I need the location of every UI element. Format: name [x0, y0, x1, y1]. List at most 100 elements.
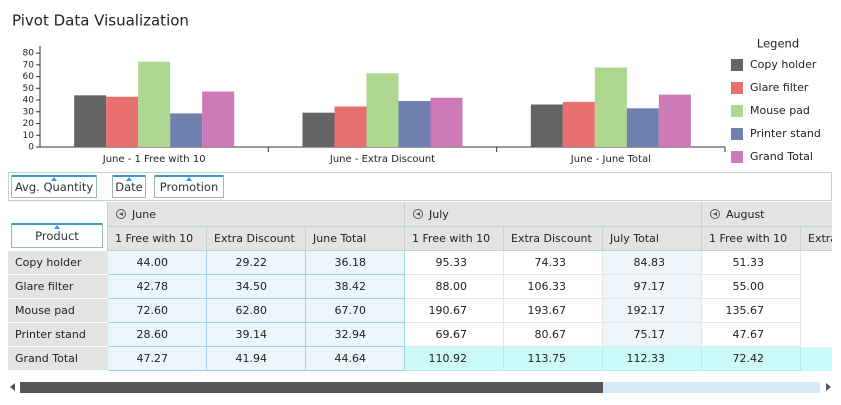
- row-field-button[interactable]: Product: [11, 223, 103, 248]
- legend-label: Mouse pad: [750, 104, 810, 117]
- data-cell: 41.94: [207, 347, 306, 371]
- column-header: Extra: [801, 227, 832, 251]
- bar: [334, 106, 367, 147]
- bar: [74, 95, 107, 147]
- filter-button[interactable]: Date: [112, 175, 146, 198]
- row-header: Copy holder: [8, 251, 108, 275]
- row-header: Grand Total: [8, 347, 108, 371]
- data-cell: 112.33: [603, 347, 702, 371]
- bar: [530, 104, 563, 147]
- data-cell: 62.80: [207, 299, 306, 323]
- data-cell: 67.70: [306, 299, 405, 323]
- legend-label: Glare filter: [750, 81, 809, 94]
- pivot-grid: Product June 1 Free with 10 Extra Discount J…: [8, 202, 832, 372]
- column-header: 1 Free with 10: [108, 227, 207, 251]
- filter-button[interactable]: Promotion: [154, 175, 224, 198]
- data-cell: 193.67: [504, 299, 603, 323]
- bar: [138, 61, 171, 147]
- data-cell: 97.17: [603, 275, 702, 299]
- group-label: June: [132, 207, 156, 221]
- data-cell: 84.83: [603, 251, 702, 275]
- data-cell: 192.17: [603, 299, 702, 323]
- group-label: July: [429, 207, 449, 221]
- data-cell: 47.27: [108, 347, 207, 371]
- data-cell: 72.60: [108, 299, 207, 323]
- scroll-left-arrow[interactable]: [10, 383, 15, 391]
- group-label: August: [726, 207, 765, 221]
- data-cell: 44.64: [306, 347, 405, 371]
- legend-swatch: [731, 151, 743, 163]
- y-tick-label: 60: [23, 72, 35, 82]
- collapse-icon[interactable]: [710, 209, 720, 219]
- legend-swatch: [731, 59, 743, 71]
- bar: [398, 101, 431, 147]
- row-header: Mouse pad: [8, 299, 108, 323]
- bar: [562, 101, 595, 147]
- data-cell: 47.67: [702, 323, 801, 347]
- data-cell: 38.42: [306, 275, 405, 299]
- data-cell: 34.50: [207, 275, 306, 299]
- legend-swatch: [731, 128, 743, 140]
- data-cell: 36.18: [306, 251, 405, 275]
- x-tick-label: June - 1 Free with 10: [102, 154, 206, 165]
- column-header: July Total: [603, 227, 702, 251]
- data-cell: 74.33: [504, 251, 603, 275]
- scroll-thumb[interactable]: [20, 382, 603, 393]
- y-tick-label: 0: [28, 143, 34, 153]
- legend-swatch: [731, 82, 743, 94]
- y-tick-label: 80: [23, 49, 35, 59]
- field-bar: [8, 172, 832, 201]
- bar: [430, 97, 463, 147]
- data-cell: 80.67: [504, 323, 603, 347]
- data-cell: 75.17: [603, 323, 702, 347]
- data-cell: 135.67: [702, 299, 801, 323]
- bar: [302, 112, 335, 147]
- column-header: 1 Free with 10: [405, 227, 504, 251]
- column-header: June Total: [306, 227, 405, 251]
- data-cell: 39.14: [207, 323, 306, 347]
- legend-label: Copy holder: [750, 58, 817, 71]
- row-header: Printer stand: [8, 323, 108, 347]
- data-cell: 72.42: [702, 347, 801, 371]
- y-tick-label: 50: [23, 84, 35, 94]
- chart: Pivot Data Visualization Legend 0 10 20 304…: [12, 12, 821, 166]
- bar: [626, 108, 659, 147]
- measure-button[interactable]: Avg. Quantity: [11, 175, 97, 198]
- bar: [202, 91, 235, 147]
- collapse-icon[interactable]: [116, 209, 126, 219]
- column-group-header[interactable]: July: [405, 202, 702, 227]
- data-cell: 32.94: [306, 323, 405, 347]
- bar: [594, 67, 627, 147]
- data-cell: 190.67: [405, 299, 504, 323]
- data-cell: 95.33: [405, 251, 504, 275]
- bar: [170, 113, 203, 147]
- data-cell: 113.75: [504, 347, 603, 371]
- chart-title: Pivot Data Visualization: [12, 12, 189, 30]
- column-group-header[interactable]: August: [702, 202, 832, 227]
- data-cell-empty: [801, 347, 832, 371]
- data-cell: 44.00: [108, 251, 207, 275]
- x-tick-label: June - Extra Discount: [329, 154, 435, 165]
- y-tick-label: 10: [23, 131, 35, 141]
- column-header: Extra Discount: [504, 227, 603, 251]
- data-cell: 51.33: [702, 251, 801, 275]
- data-cell: 29.22: [207, 251, 306, 275]
- data-cell: 55.00: [702, 275, 801, 299]
- y-tick-label: 40: [23, 96, 35, 106]
- bar: [366, 73, 399, 147]
- collapse-icon[interactable]: [413, 209, 423, 219]
- legend-label: Printer stand: [750, 127, 821, 140]
- legend-title: Legend: [757, 37, 799, 51]
- data-cell: 110.92: [405, 347, 504, 371]
- legend-label: Grand Total: [750, 150, 813, 163]
- column-group-header[interactable]: June: [108, 202, 405, 227]
- data-cell: 42.78: [108, 275, 207, 299]
- data-cell: 69.67: [405, 323, 504, 347]
- column-header: 1 Free with 10: [702, 227, 801, 251]
- x-tick-label: June - June Total: [570, 154, 651, 165]
- row-header: Glare filter: [8, 275, 108, 299]
- column-header: Extra Discount: [207, 227, 306, 251]
- scroll-right-arrow[interactable]: [826, 383, 831, 391]
